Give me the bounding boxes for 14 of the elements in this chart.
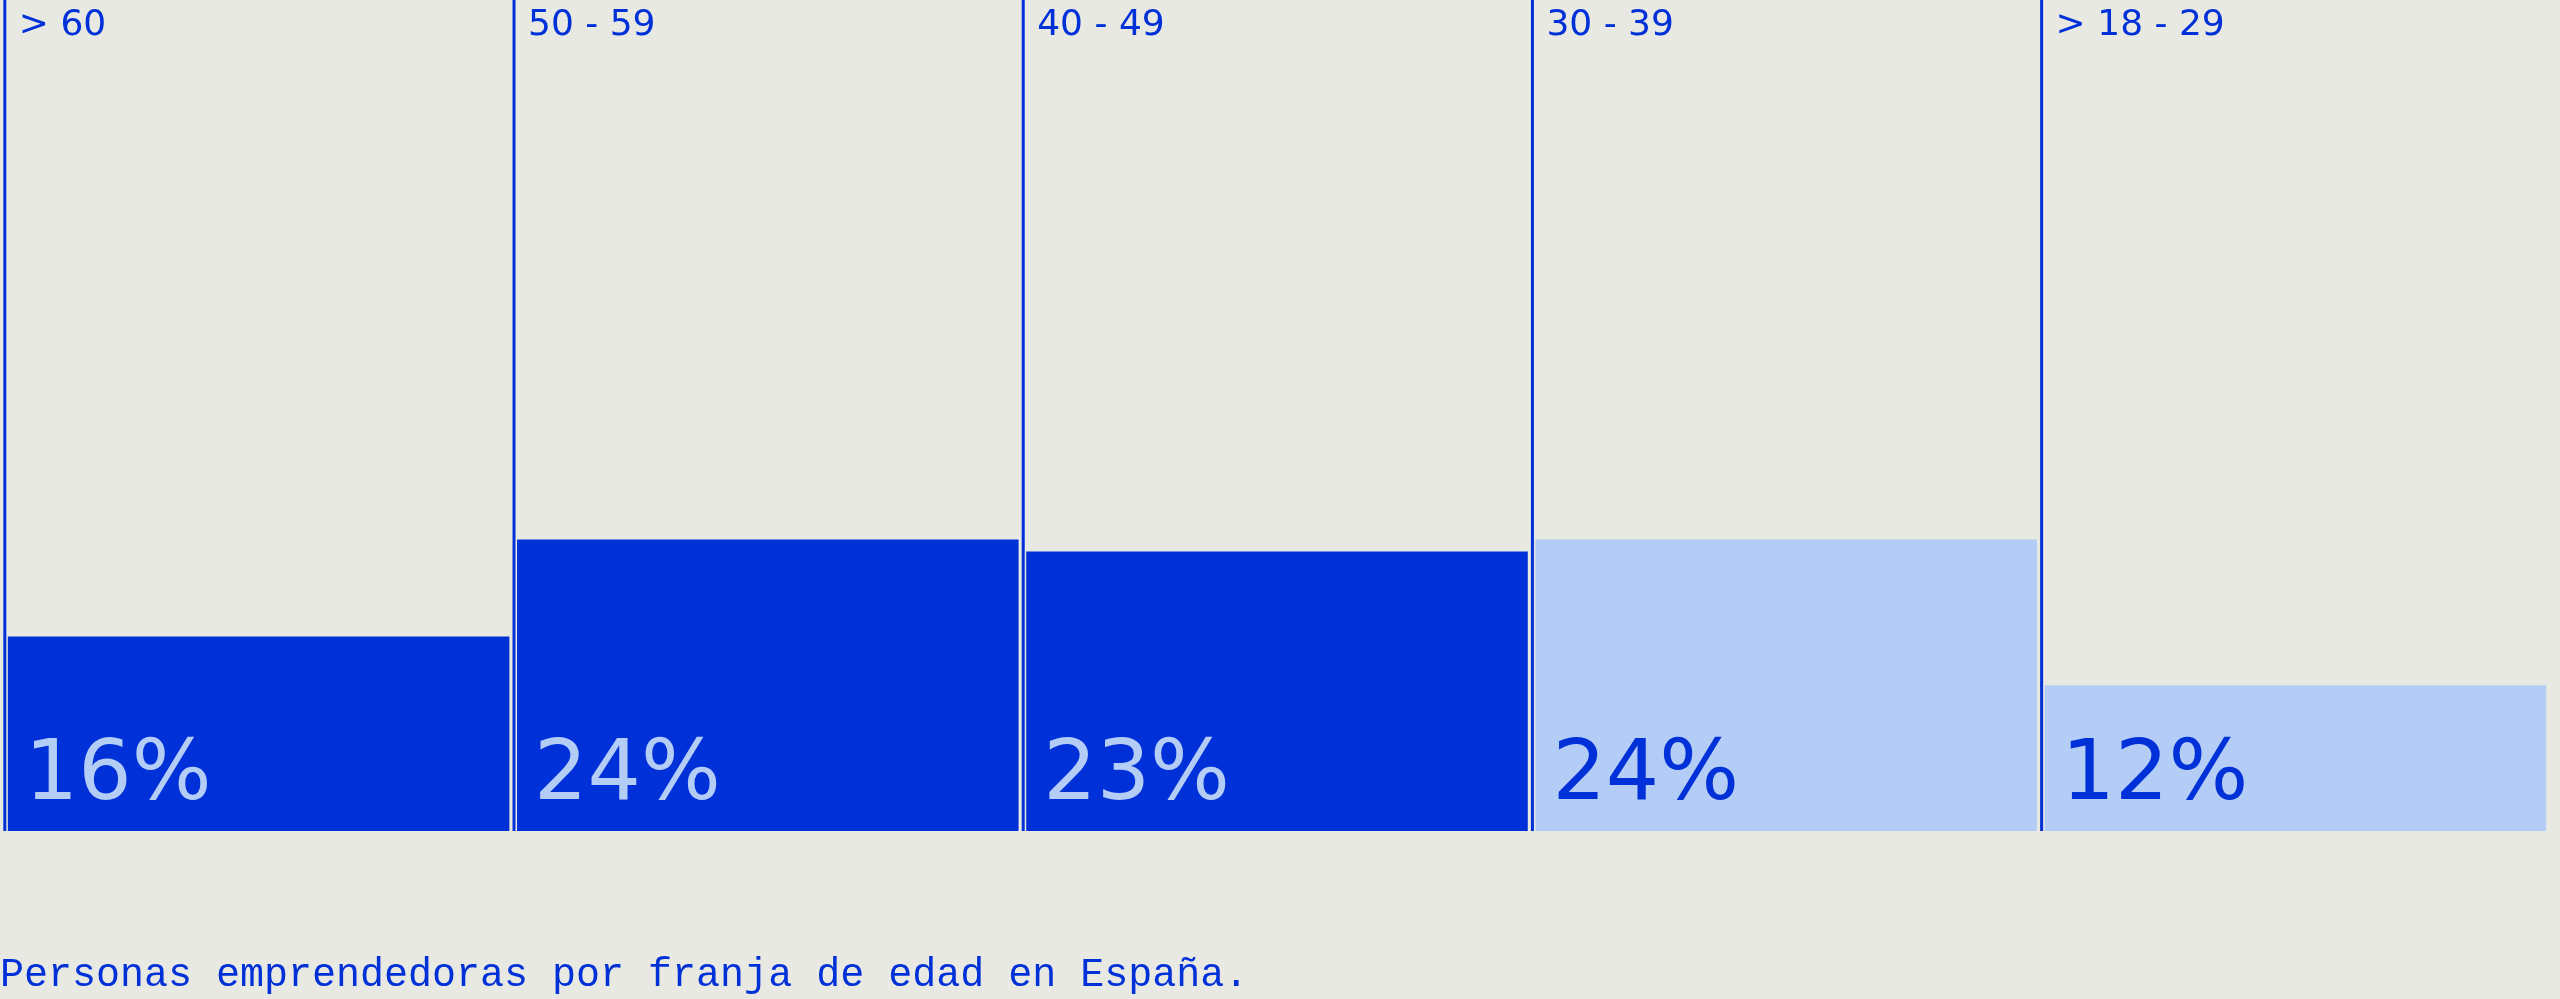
x-tick-label: 30 - 39 — [1546, 2, 1674, 44]
bar — [2044, 685, 2547, 831]
x-tick-label: 50 - 59 — [528, 2, 656, 44]
data-label: 24% — [1552, 720, 1740, 819]
x-tick-label: > 60 — [18, 2, 107, 44]
bar — [1535, 539, 2037, 831]
x-tick-label: 40 - 49 — [1037, 2, 1165, 44]
data-label: 23% — [1043, 720, 1230, 819]
text: Personas emprendedoras por franja de edad en España. — [0, 952, 1249, 998]
data-label: 12% — [2061, 720, 2249, 819]
bar — [7, 636, 510, 831]
x-tick-label: > 18 - 29 — [2055, 2, 2225, 44]
data-label: 16% — [24, 720, 212, 819]
data-label: 24% — [534, 720, 721, 819]
